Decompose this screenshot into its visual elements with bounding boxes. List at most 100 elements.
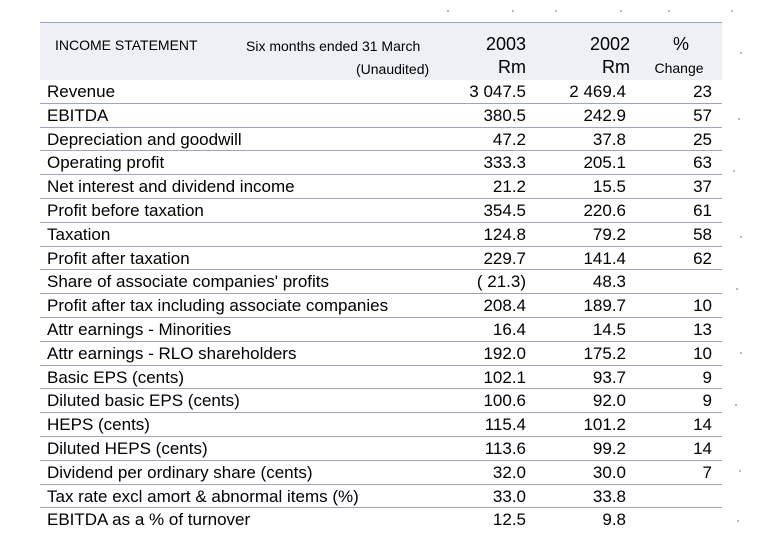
value-change: 58 — [693, 224, 712, 244]
value-change: 25 — [693, 129, 712, 149]
value-2003: 192.0 — [483, 343, 526, 363]
row-label: Tax rate excl amort & abnormal items (%) — [47, 486, 359, 506]
bg-dot — [447, 10, 449, 12]
value-change: 63 — [693, 153, 712, 173]
row-label: Net interest and dividend income — [47, 177, 295, 197]
value-2002: 48.3 — [592, 272, 626, 292]
table-header-band — [40, 22, 722, 80]
value-change: 10 — [693, 296, 712, 316]
row-label: EBITDA as a % of turnover — [47, 510, 251, 530]
table-row: Profit after taxation 229.7 141.4 62 — [40, 247, 722, 271]
period-label: Six months ended 31 March — [246, 38, 421, 54]
bg-dot — [555, 10, 557, 12]
column-header-change-label: Change — [654, 60, 704, 76]
table-row: Share of associate companies' profits ( … — [40, 270, 722, 295]
statement-panel — [40, 22, 722, 540]
value-2003: 47.2 — [492, 129, 526, 149]
value-2003: 100.6 — [483, 391, 526, 411]
value-2003: 113.6 — [484, 438, 526, 458]
value-2003: 32.0 — [492, 462, 526, 482]
value-2002: 141.4 — [583, 248, 626, 268]
value-2003: 102.1 — [483, 367, 526, 387]
value-2002: 220.6 — [583, 200, 626, 220]
row-label: Basic EPS (cents) — [47, 367, 184, 387]
table-row: Attr earnings - RLO shareholders 192.0 1… — [40, 342, 722, 366]
row-label: Share of associate companies' profits — [47, 272, 330, 292]
row-label: Dividend per ordinary share (cents) — [47, 462, 313, 482]
value-change: 14 — [693, 438, 712, 458]
value-change: 7 — [702, 462, 712, 482]
value-2003: ( 21.3) — [476, 272, 526, 292]
row-label: Profit before taxation — [47, 200, 204, 220]
value-2002: 79.2 — [592, 224, 626, 244]
value-change: 9 — [702, 391, 712, 411]
value-change: 61 — [693, 200, 712, 220]
bg-dot — [620, 10, 622, 12]
unaudited-label: (Unaudited) — [356, 61, 430, 77]
value-2002: 14.5 — [592, 319, 626, 339]
bg-dot — [740, 52, 742, 54]
value-2002: 205.1 — [583, 153, 626, 173]
value-2002: 37.8 — [592, 129, 626, 149]
column-header-2002-unit: Rm — [602, 57, 630, 77]
value-2003: 33.0 — [492, 486, 526, 506]
value-2002: 99.2 — [592, 438, 626, 458]
bg-dot — [512, 10, 514, 12]
value-2003: 229.7 — [483, 248, 526, 268]
bg-dot — [733, 170, 735, 172]
value-2002: 92.0 — [592, 391, 626, 411]
row-label: Profit after taxation — [47, 248, 190, 268]
value-2003: 21.2 — [492, 177, 526, 197]
row-label: Revenue — [47, 82, 116, 101]
table-row: Profit after tax including associate com… — [40, 294, 722, 318]
header-top-rule — [40, 22, 722, 23]
value-change: 10 — [693, 343, 712, 363]
value-2003: 208.4 — [483, 296, 526, 316]
value-2002: 2 469.4 — [569, 82, 626, 101]
table-row: Basic EPS (cents) 102.1 93.7 9 — [40, 366, 722, 390]
value-change: 23 — [693, 82, 712, 101]
value-2003: 124.8 — [483, 224, 526, 244]
column-header-2002-year: 2002 — [589, 34, 630, 54]
value-2002: 15.5 — [592, 177, 626, 197]
row-label: EBITDA — [47, 105, 109, 125]
value-2002: 9.8 — [602, 510, 626, 530]
value-2002: 30.0 — [592, 462, 626, 482]
table-row: Diluted HEPS (cents) 113.6 99.2 14 — [40, 437, 722, 461]
value-change: 14 — [693, 415, 712, 435]
value-change: 37 — [693, 177, 712, 197]
table-row: EBITDA 380.5 242.9 57 — [40, 104, 722, 128]
row-label: Operating profit — [47, 153, 165, 173]
bg-dot — [735, 404, 737, 406]
bg-dot — [740, 236, 742, 238]
value-2002: 242.9 — [583, 105, 626, 125]
bg-dot — [731, 10, 733, 12]
table-row: Tax rate excl amort & abnormal items (%)… — [40, 485, 722, 509]
value-2002: 189.7 — [583, 296, 626, 316]
row-label: Attr earnings - RLO shareholders — [47, 343, 297, 363]
table-row: Diluted basic EPS (cents) 100.6 92.0 9 — [40, 389, 722, 414]
value-2003: 12.5 — [492, 510, 526, 530]
value-2002: 175.2 — [583, 343, 626, 363]
table-row: Dividend per ordinary share (cents) 32.0… — [40, 461, 722, 485]
value-2003: 16.4 — [492, 319, 526, 339]
table-row: EBITDA as a % of turnover 12.5 9.8 — [40, 508, 722, 532]
bg-dot — [736, 288, 738, 290]
row-label: Attr earnings - Minorities — [47, 319, 232, 339]
value-2002: 33.8 — [592, 486, 626, 506]
value-2003: 3 047.5 — [469, 82, 526, 101]
row-label: Diluted HEPS (cents) — [47, 438, 208, 458]
value-2003: 115.4 — [484, 415, 526, 435]
statement-title: INCOME STATEMENT — [55, 37, 198, 53]
value-change: 9 — [702, 367, 712, 387]
table-row: Profit before taxation 354.5 220.6 61 — [40, 199, 722, 223]
table-row: HEPS (cents) 115.4 101.2 14 — [40, 413, 722, 437]
table-row: Revenue 3 047.5 2 469.4 23 — [40, 80, 722, 104]
column-header-2003-unit: Rm — [498, 57, 526, 77]
column-header-change-symbol: % — [672, 34, 689, 54]
row-label: Depreciation and goodwill — [47, 129, 242, 149]
value-change: 57 — [693, 105, 712, 125]
value-2003: 354.5 — [483, 200, 526, 220]
value-change: 62 — [693, 248, 712, 268]
row-label: Diluted basic EPS (cents) — [47, 391, 240, 411]
